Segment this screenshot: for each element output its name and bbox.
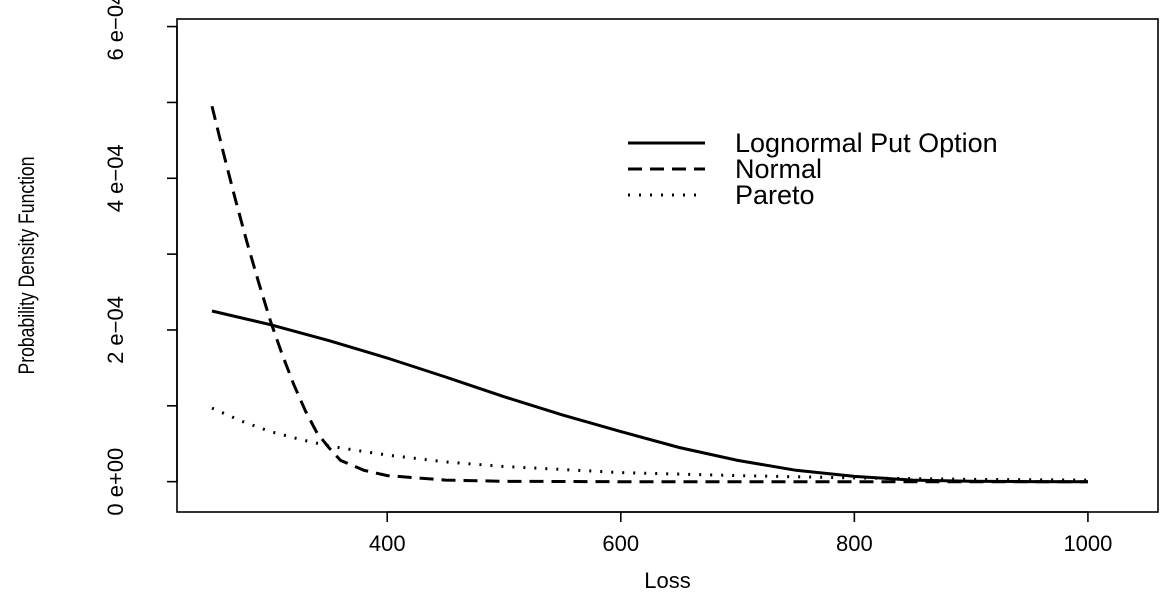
series-line-1	[210, 105, 1088, 484]
legend-label: Pareto	[735, 180, 815, 210]
legend-label: Lognormal Put Option	[735, 128, 998, 158]
x-tick-label: 600	[602, 531, 639, 556]
series-layer	[210, 105, 1088, 484]
y-axis-title: Probability Density Function	[15, 157, 39, 375]
y-tick-label: 6 e−04	[103, 0, 128, 61]
x-axis: 400 600 800 1000	[369, 511, 1112, 556]
legend-label: Normal	[735, 154, 822, 184]
y-axis: 0 e+00 2 e−04 4 e−04 6 e−04	[103, 0, 178, 516]
x-axis-title: Loss	[644, 568, 690, 593]
x-tick-label: 400	[369, 531, 406, 556]
plot-frame	[176, 18, 1159, 513]
y-tick-label: 0 e+00	[103, 448, 128, 516]
y-tick-label: 4 e−04	[103, 144, 128, 212]
x-tick-label: 800	[836, 531, 873, 556]
series-line-0	[211, 309, 1088, 484]
y-tick-label: 2 e−04	[103, 296, 128, 364]
series-line-2	[211, 406, 1088, 482]
x-tick-label: 1000	[1063, 531, 1112, 556]
